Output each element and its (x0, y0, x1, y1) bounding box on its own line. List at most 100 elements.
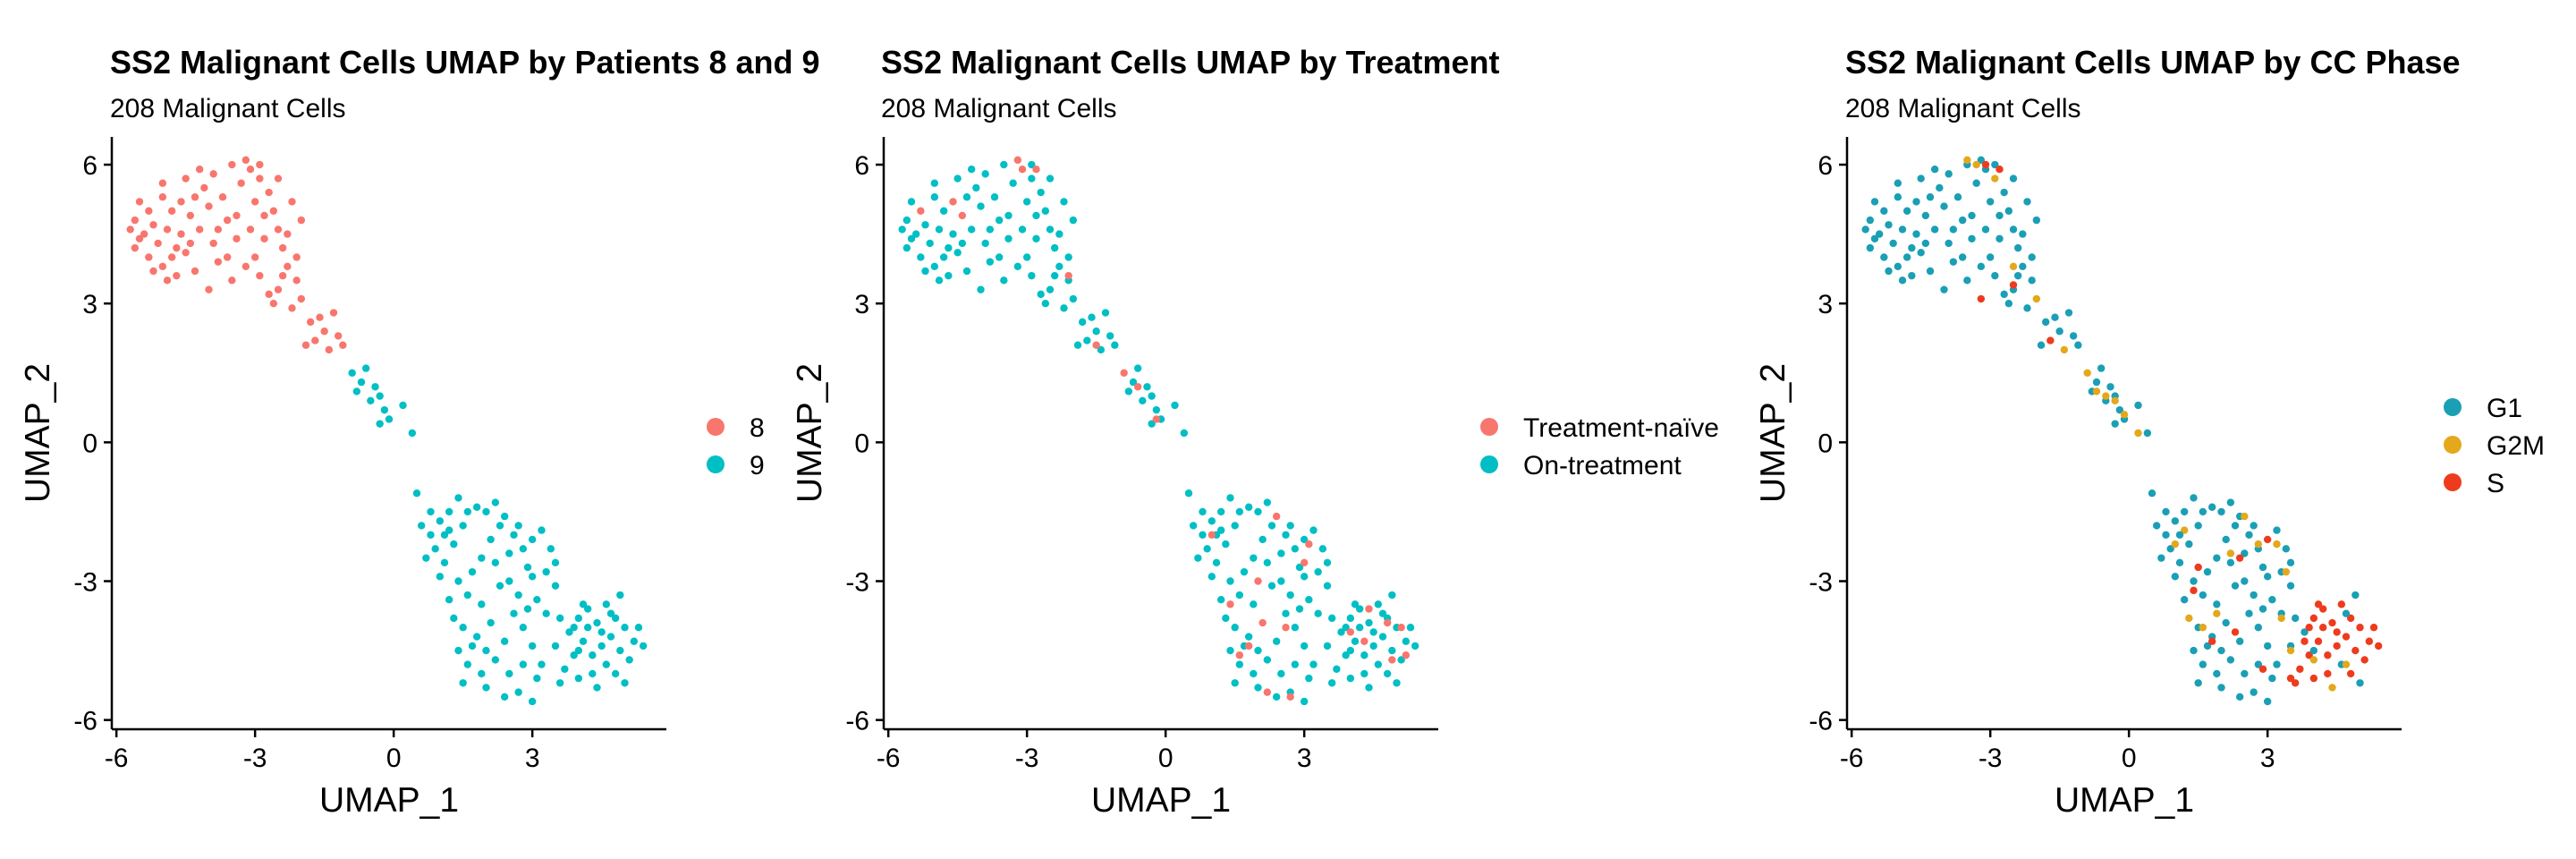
cell-point (2009, 225, 2018, 234)
cell-point (1078, 318, 1087, 327)
cell-point (2143, 429, 2152, 438)
cell-point (1254, 684, 1262, 692)
cell-point (1189, 522, 1198, 530)
cell-point (2171, 540, 2180, 549)
cell-point (1365, 618, 1373, 627)
cell-point (528, 535, 537, 544)
cell-point (2222, 618, 2230, 627)
cell-point (131, 243, 140, 252)
cell-point (1111, 341, 1119, 349)
cell-point (214, 258, 223, 266)
cell-point (135, 234, 144, 242)
y-tick-label: 0 (1818, 429, 1833, 458)
cell-point (1088, 313, 1096, 321)
cell-point (242, 262, 250, 271)
cell-point (1986, 253, 1995, 261)
cell-point (140, 230, 148, 238)
cell-point (1351, 600, 1360, 608)
cell-point (1870, 234, 1879, 242)
cell-point (158, 262, 167, 271)
cell-point (621, 679, 629, 687)
cell-point (1004, 234, 1013, 242)
cell-point (427, 531, 435, 539)
cell-point (1365, 684, 1373, 692)
cell-point (431, 545, 439, 553)
x-tick-label: -3 (1979, 744, 2003, 773)
cell-point (935, 276, 944, 285)
cell-point (361, 364, 370, 372)
cell-point (274, 174, 283, 183)
cell-point (570, 651, 578, 659)
cell-point (223, 253, 232, 261)
cell-point (583, 624, 592, 632)
cell-point (1226, 600, 1234, 608)
cell-point (1208, 517, 1216, 525)
cell-point (2092, 387, 2101, 395)
cell-point (478, 669, 486, 678)
cell-point (412, 489, 421, 498)
cell-point (1046, 174, 1055, 183)
cell-point (602, 660, 611, 668)
cell-point (1305, 540, 1313, 549)
cell-point (454, 494, 462, 502)
cell-point (1046, 225, 1055, 234)
cell-point (1050, 243, 1059, 252)
cell-point (2028, 253, 2036, 261)
cell-point (2194, 563, 2202, 572)
cell-point (1263, 688, 1272, 696)
cell-point (2028, 276, 2036, 285)
y-tick-label: 6 (854, 151, 869, 181)
cell-point (579, 600, 588, 608)
cell-point (2241, 669, 2249, 678)
cell-point (454, 577, 462, 585)
cell-point (265, 290, 273, 299)
cell-point (376, 392, 384, 400)
cell-point (1148, 392, 1156, 400)
cell-point (1397, 656, 1405, 664)
cell-point (2041, 318, 2050, 327)
cell-point (1388, 591, 1396, 600)
cell-point (478, 554, 486, 562)
cell-point (2000, 290, 2008, 299)
cell-point (2231, 582, 2240, 590)
x-tick-label: 0 (386, 744, 402, 773)
cell-point (1124, 387, 1133, 395)
cell-point (1902, 253, 1911, 261)
cell-point (1917, 174, 1925, 183)
cell-point (1346, 614, 1355, 623)
cell-point (463, 507, 472, 516)
cell-point (450, 540, 458, 549)
cell-point (2235, 637, 2244, 645)
cell-point (1254, 577, 1262, 585)
cell-point (2268, 595, 2276, 604)
cell-point (195, 166, 204, 174)
y-tick-label: 6 (1818, 151, 1833, 181)
cell-point (555, 679, 564, 687)
cell-point (907, 234, 916, 242)
cell-point (505, 669, 513, 678)
cell-point (1216, 526, 1225, 534)
cell-point (949, 198, 957, 206)
cell-point (1945, 239, 1953, 248)
cell-point (1222, 540, 1230, 549)
cell-point (2286, 558, 2295, 567)
cell-point (269, 299, 278, 308)
cell-point (1972, 179, 1980, 187)
cell-point (551, 582, 560, 590)
cell-point (2226, 656, 2235, 664)
cell-point (158, 179, 167, 187)
cell-point (260, 234, 268, 242)
cell-point (1018, 225, 1027, 234)
cell-point (1936, 183, 1944, 192)
chart-title: SS2 Malignant Cells UMAP by Treatment (881, 44, 1500, 81)
cell-point (1958, 253, 1967, 261)
cell-point (639, 642, 648, 651)
cell-point (233, 234, 241, 242)
cell-point (1231, 624, 1239, 632)
cell-point (2318, 624, 2327, 632)
cell-point (1940, 202, 1948, 210)
cell-point (2175, 558, 2184, 567)
cell-point (2009, 262, 2018, 271)
cell-point (167, 253, 176, 261)
cell-point (958, 239, 967, 248)
